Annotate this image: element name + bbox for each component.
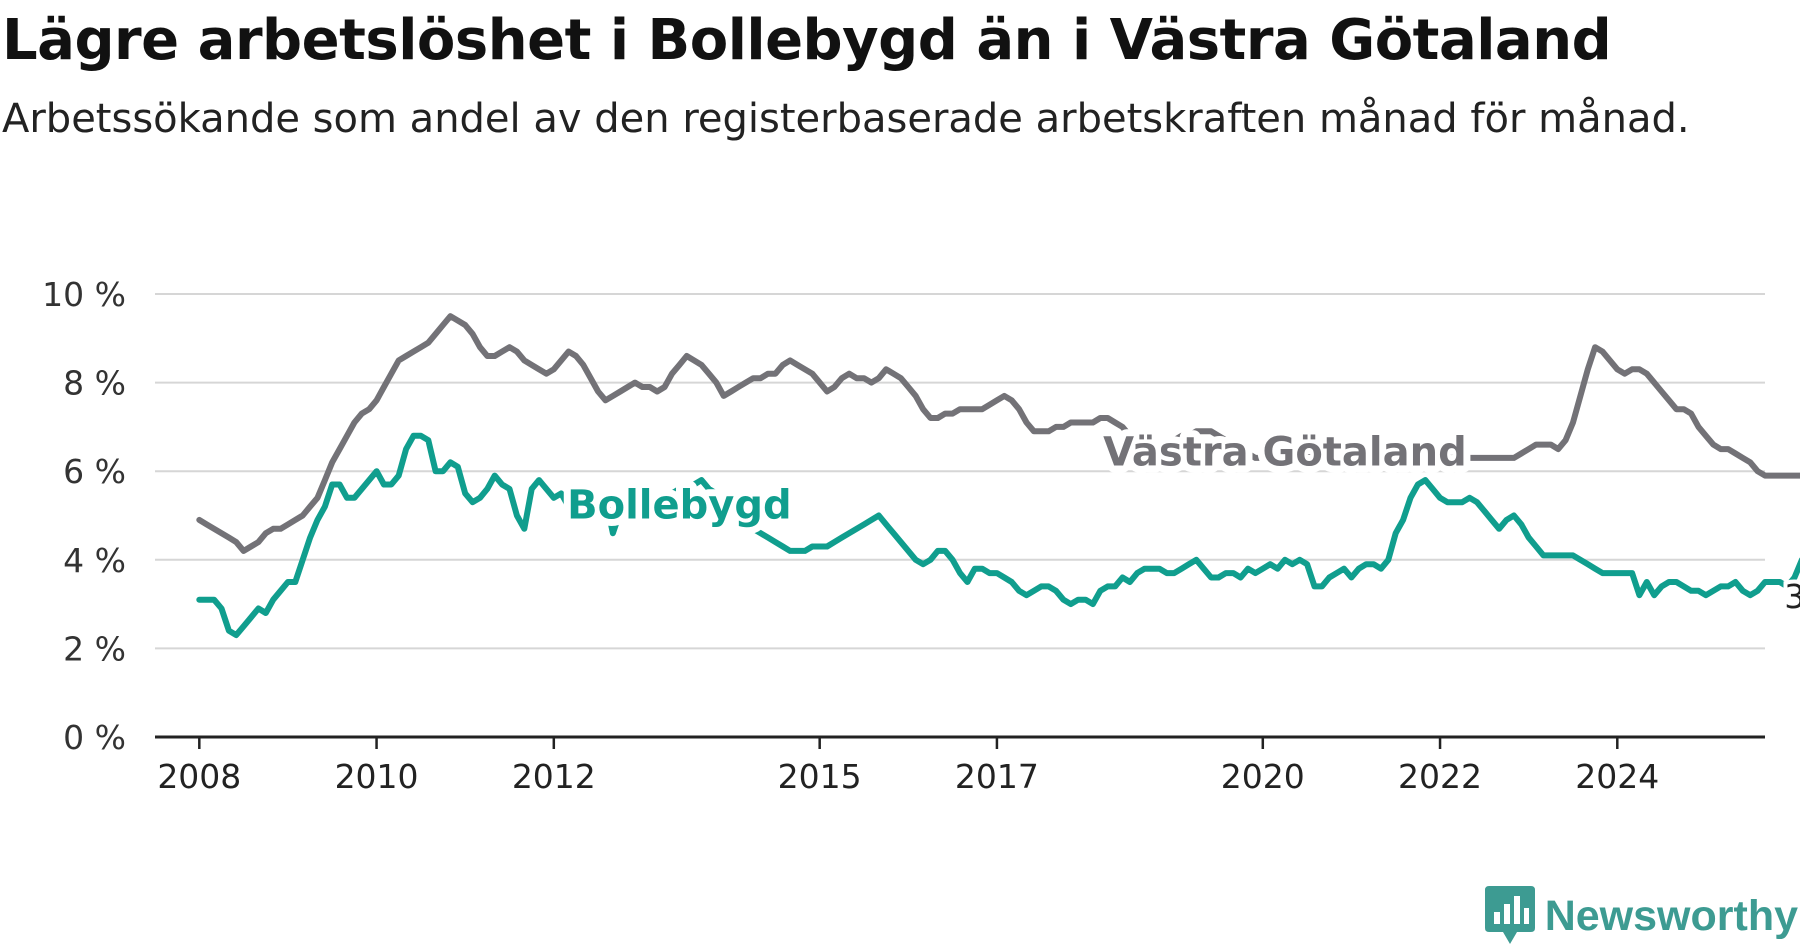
series-name-label: Västra Götaland [1103,429,1467,475]
x-tick-label: 2010 [335,757,419,796]
series-name-label: Bollebygd [567,483,792,529]
x-tick-label: 2024 [1575,757,1659,796]
chart-title: Lägre arbetslöshet i Bollebygd än i Väst… [2,8,1612,73]
series-line [196,313,1800,554]
brand-name: Newsworthy [1544,891,1798,940]
y-tick-label: 4 % [63,541,126,580]
y-axis: 0 % 2 % 4 % 6 % 8 % 10 % [42,275,126,757]
y-tick-label: 8 % [63,364,126,403]
x-tick-label: 2015 [778,757,862,796]
gridlines [155,293,1765,650]
x-tick-label: 2020 [1221,757,1305,796]
series-layer [196,313,1800,639]
x-tick-label: 2012 [512,757,596,796]
y-tick-label: 2 % [63,629,126,668]
bar-chart-badge-icon [1484,886,1535,944]
x-tick-label: 2017 [955,757,1039,796]
series-line [196,432,1800,639]
y-tick-label: 0 % [63,718,126,757]
end-value-label: 3,9 % [1784,577,1800,616]
x-axis: 2008 2010 2012 2015 2017 2020 2022 2024 [155,735,1765,796]
y-tick-label: 10 % [42,275,126,314]
y-tick-label: 6 % [63,452,126,491]
x-tick-label: 2022 [1398,757,1482,796]
x-tick-label: 2008 [157,757,241,796]
chart-subtitle: Arbetssökande som andel av den registerb… [2,96,1690,142]
newsworthy-logo: Newsworthy [1484,886,1798,946]
